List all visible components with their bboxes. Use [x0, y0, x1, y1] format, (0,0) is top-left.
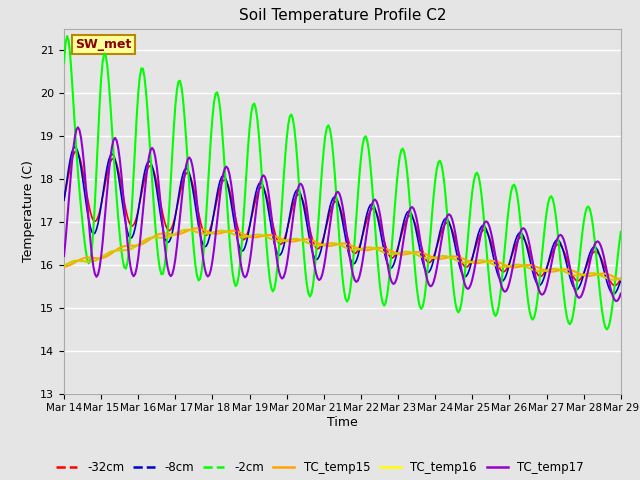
Y-axis label: Temperature (C): Temperature (C) [22, 160, 35, 262]
X-axis label: Time: Time [327, 416, 358, 429]
Title: Soil Temperature Profile C2: Soil Temperature Profile C2 [239, 9, 446, 24]
Text: SW_met: SW_met [75, 38, 131, 51]
Legend: -32cm, -8cm, -2cm, TC_temp15, TC_temp16, TC_temp17: -32cm, -8cm, -2cm, TC_temp15, TC_temp16,… [51, 456, 589, 479]
